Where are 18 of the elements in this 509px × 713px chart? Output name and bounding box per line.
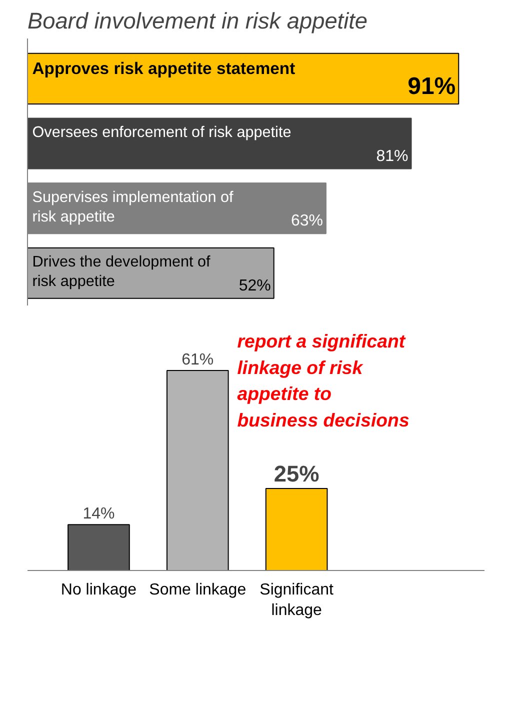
- x-tick-label: No linkage: [60, 582, 137, 598]
- data-label: 61%: [182, 352, 214, 368]
- y-tick-label: Approves risk appetite statement: [32, 59, 296, 78]
- data-label: 52%: [238, 277, 271, 294]
- chart-title: Board involvement in risk appetite: [28, 8, 368, 34]
- x-tick-label: Significant linkage: [260, 582, 334, 619]
- data-label: 63%: [290, 212, 323, 230]
- data-label: 14%: [82, 506, 115, 523]
- bar: [28, 118, 412, 170]
- y-tick-label: Oversees enforcement of risk appetite: [32, 124, 292, 142]
- bar: [28, 52, 460, 104]
- y-tick-label: Supervises implementation of risk appetite: [32, 188, 234, 226]
- data-label: 91%: [408, 73, 456, 100]
- y-tick-label: Drives the development of risk appetite: [32, 254, 212, 290]
- x-tick-label: Some linkage: [149, 582, 246, 598]
- data-label: 25%: [274, 460, 320, 487]
- data-label: 81%: [376, 148, 408, 165]
- annotation: report a significant linkage of risk appetite to business decisions: [237, 330, 410, 430]
